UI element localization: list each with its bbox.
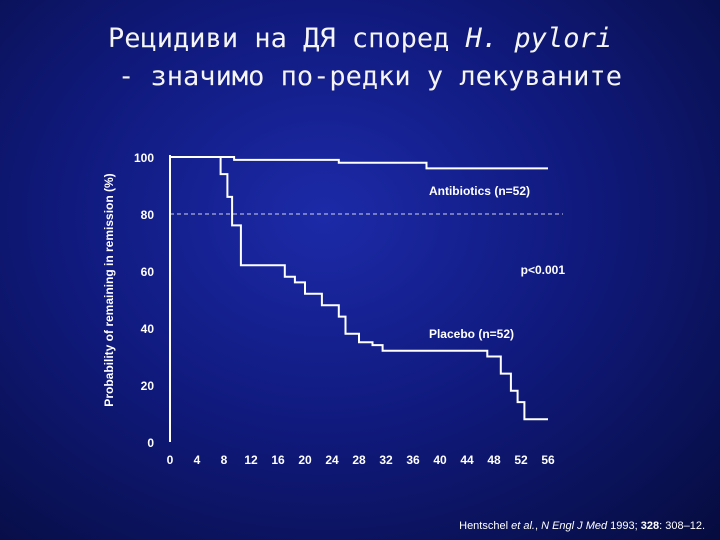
title-line-1-species: H. pylori	[465, 23, 612, 54]
x-tick-label: 52	[514, 453, 528, 467]
y-tick-label: 0	[147, 436, 154, 450]
citation-separator: ,	[534, 520, 542, 532]
slide-title: Рецидиви на ДЯ според H. pylori - значим…	[0, 20, 720, 96]
x-tick-label: 12	[244, 453, 258, 467]
title-line-1-prefix: Рецидиви на ДЯ според	[108, 23, 466, 54]
x-tick-label: 36	[406, 453, 420, 467]
series-group	[170, 156, 548, 421]
annotation-group: Antibiotics (n=52) p<0.001 Placebo (n=52)	[429, 184, 565, 341]
x-tick-label: 56	[541, 453, 555, 467]
x-tick-label: 44	[460, 453, 474, 467]
citation: Hentschel et al., N Engl J Med 1993; 328…	[459, 520, 705, 532]
annotation-placebo: Placebo (n=52)	[429, 327, 514, 341]
y-tick-label: 100	[134, 151, 154, 165]
title-line-1: Рецидиви на ДЯ според H. pylori	[0, 20, 720, 58]
x-tick-label: 0	[167, 453, 174, 467]
citation-etal: et al.	[511, 520, 535, 532]
x-tick-label: 40	[433, 453, 447, 467]
title-line-2: - значимо по-редки у лекуваните	[118, 61, 622, 92]
y-tick-label: 40	[141, 322, 155, 336]
x-tick-label: 4	[194, 453, 201, 467]
citation-year: 1993;	[607, 520, 641, 532]
citation-authors: Hentschel	[459, 520, 512, 532]
x-tick-label: 48	[487, 453, 501, 467]
antibiotics-curve	[170, 156, 548, 170]
placebo-curve	[170, 156, 548, 421]
x-tick-label: 16	[271, 453, 285, 467]
x-tick-label: 32	[379, 453, 393, 467]
y-tick-label: 80	[141, 208, 155, 222]
citation-journal: N Engl J Med	[541, 520, 608, 532]
y-tick-label: 20	[141, 379, 155, 393]
annotation-p-value: p<0.001	[521, 263, 566, 277]
x-tick-label: 8	[221, 453, 228, 467]
citation-volume: 328	[640, 520, 660, 532]
annotation-antibiotics: Antibiotics (n=52)	[429, 184, 530, 198]
x-tick-label: 28	[352, 453, 366, 467]
y-tick-label: 60	[141, 265, 155, 279]
x-tick-label: 24	[325, 453, 339, 467]
citation-pages: : 308–12.	[659, 520, 705, 532]
x-tick-label: 20	[298, 453, 312, 467]
